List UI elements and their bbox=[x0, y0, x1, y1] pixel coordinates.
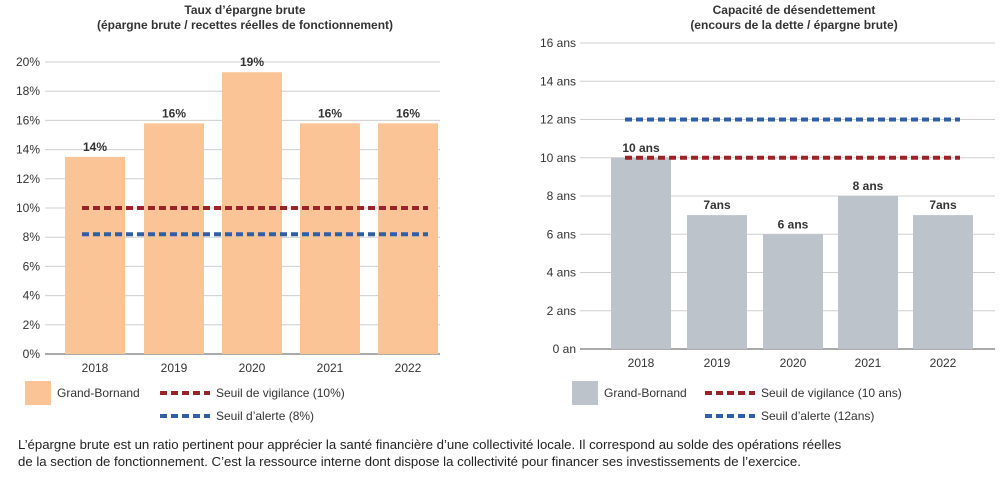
right-bar bbox=[687, 215, 747, 349]
left-ytick-label: 12% bbox=[16, 172, 40, 186]
right-legend-swatch bbox=[572, 381, 598, 405]
left-legend-label: Seuil d’alerte (8%) bbox=[216, 409, 314, 423]
left-ytick-label: 8% bbox=[23, 230, 41, 244]
left-ytick-label: 10% bbox=[16, 201, 40, 215]
right-xtick-label: 2021 bbox=[855, 356, 882, 370]
left-title: Taux d’épargne brute bbox=[184, 3, 305, 17]
left-bar bbox=[222, 72, 282, 354]
left-ytick-label: 16% bbox=[16, 113, 40, 127]
caption-line-1: L’épargne brute est un ratio pertinent p… bbox=[18, 437, 842, 452]
right-xtick-label: 2019 bbox=[704, 356, 731, 370]
left-ytick-label: 20% bbox=[16, 55, 40, 69]
left-bar bbox=[378, 123, 438, 354]
right-subtitle: (encours de la dette / épargne brute) bbox=[690, 18, 897, 32]
left-ytick-label: 6% bbox=[23, 259, 41, 273]
right-bar bbox=[611, 157, 671, 349]
left-xtick-label: 2018 bbox=[82, 361, 109, 375]
left-data-label: 16% bbox=[162, 106, 186, 120]
left-bar bbox=[300, 123, 360, 354]
desendettement-chart-svg: Capacité de désendettement(encours de la… bbox=[540, 3, 995, 423]
left-xtick-label: 2020 bbox=[239, 361, 266, 375]
right-xtick-label: 2018 bbox=[628, 356, 655, 370]
left-bar bbox=[65, 156, 125, 354]
right-bar bbox=[763, 234, 823, 349]
right-ytick-label: 16 ans bbox=[540, 36, 576, 50]
left-data-label: 16% bbox=[396, 106, 420, 120]
right-data-label: 7ans bbox=[929, 198, 957, 212]
left-legend-label: Grand-Bornand bbox=[57, 386, 140, 400]
right-data-label: 8 ans bbox=[853, 179, 884, 193]
right-title: Capacité de désendettement bbox=[713, 3, 876, 17]
left-bar bbox=[144, 123, 204, 354]
left-ytick-label: 0% bbox=[23, 347, 41, 361]
right-bar bbox=[913, 215, 973, 349]
right-xtick-label: 2020 bbox=[780, 356, 807, 370]
left-subtitle: (épargne brute / recettes réelles de fon… bbox=[97, 18, 393, 32]
left-xtick-label: 2019 bbox=[161, 361, 188, 375]
caption: L’épargne brute est un ratio pertinent p… bbox=[18, 436, 978, 470]
left-data-label: 16% bbox=[318, 106, 342, 120]
left-data-label: 14% bbox=[83, 140, 107, 154]
right-legend-label: Grand-Bornand bbox=[604, 386, 687, 400]
right-ytick-label: 6 ans bbox=[547, 227, 576, 241]
left-legend-label: Seuil de vigilance (10%) bbox=[216, 386, 345, 400]
right-ytick-label: 4 ans bbox=[547, 266, 576, 280]
right-data-label: 6 ans bbox=[778, 217, 809, 231]
left-ytick-label: 2% bbox=[23, 318, 41, 332]
right-ytick-label: 12 ans bbox=[540, 113, 576, 127]
left-legend-swatch bbox=[25, 381, 51, 405]
right-legend-label: Seuil de vigilance (10 ans) bbox=[761, 386, 902, 400]
right-ytick-label: 2 ans bbox=[547, 304, 576, 318]
right-data-label: 7ans bbox=[703, 198, 731, 212]
right-ytick-label: 10 ans bbox=[540, 151, 576, 165]
right-ytick-label: 8 ans bbox=[547, 189, 576, 203]
epargne-brute-chart: Taux d’épargne brute (épargne brute / rec… bbox=[0, 0, 500, 430]
right-ytick-label: 14 ans bbox=[540, 74, 576, 88]
left-ytick-label: 18% bbox=[16, 84, 40, 98]
left-xtick-label: 2021 bbox=[317, 361, 344, 375]
caption-line-2: de la section de fonctionnement. C’est l… bbox=[18, 454, 801, 469]
desendettement-chart: Capacité de désendettement (encours de la… bbox=[500, 0, 1007, 430]
epargne-brute-chart-svg: Taux d’épargne brute(épargne brute / rec… bbox=[16, 3, 440, 423]
right-data-label: 10 ans bbox=[622, 141, 660, 155]
right-bar bbox=[838, 196, 898, 349]
left-xtick-label: 2022 bbox=[395, 361, 422, 375]
right-ytick-label: 0 an bbox=[553, 342, 576, 356]
right-legend-label: Seuil d’alerte (12ans) bbox=[761, 409, 874, 423]
left-ytick-label: 4% bbox=[23, 289, 41, 303]
left-ytick-label: 14% bbox=[16, 143, 40, 157]
right-xtick-label: 2022 bbox=[930, 356, 957, 370]
left-data-label: 19% bbox=[240, 55, 264, 69]
